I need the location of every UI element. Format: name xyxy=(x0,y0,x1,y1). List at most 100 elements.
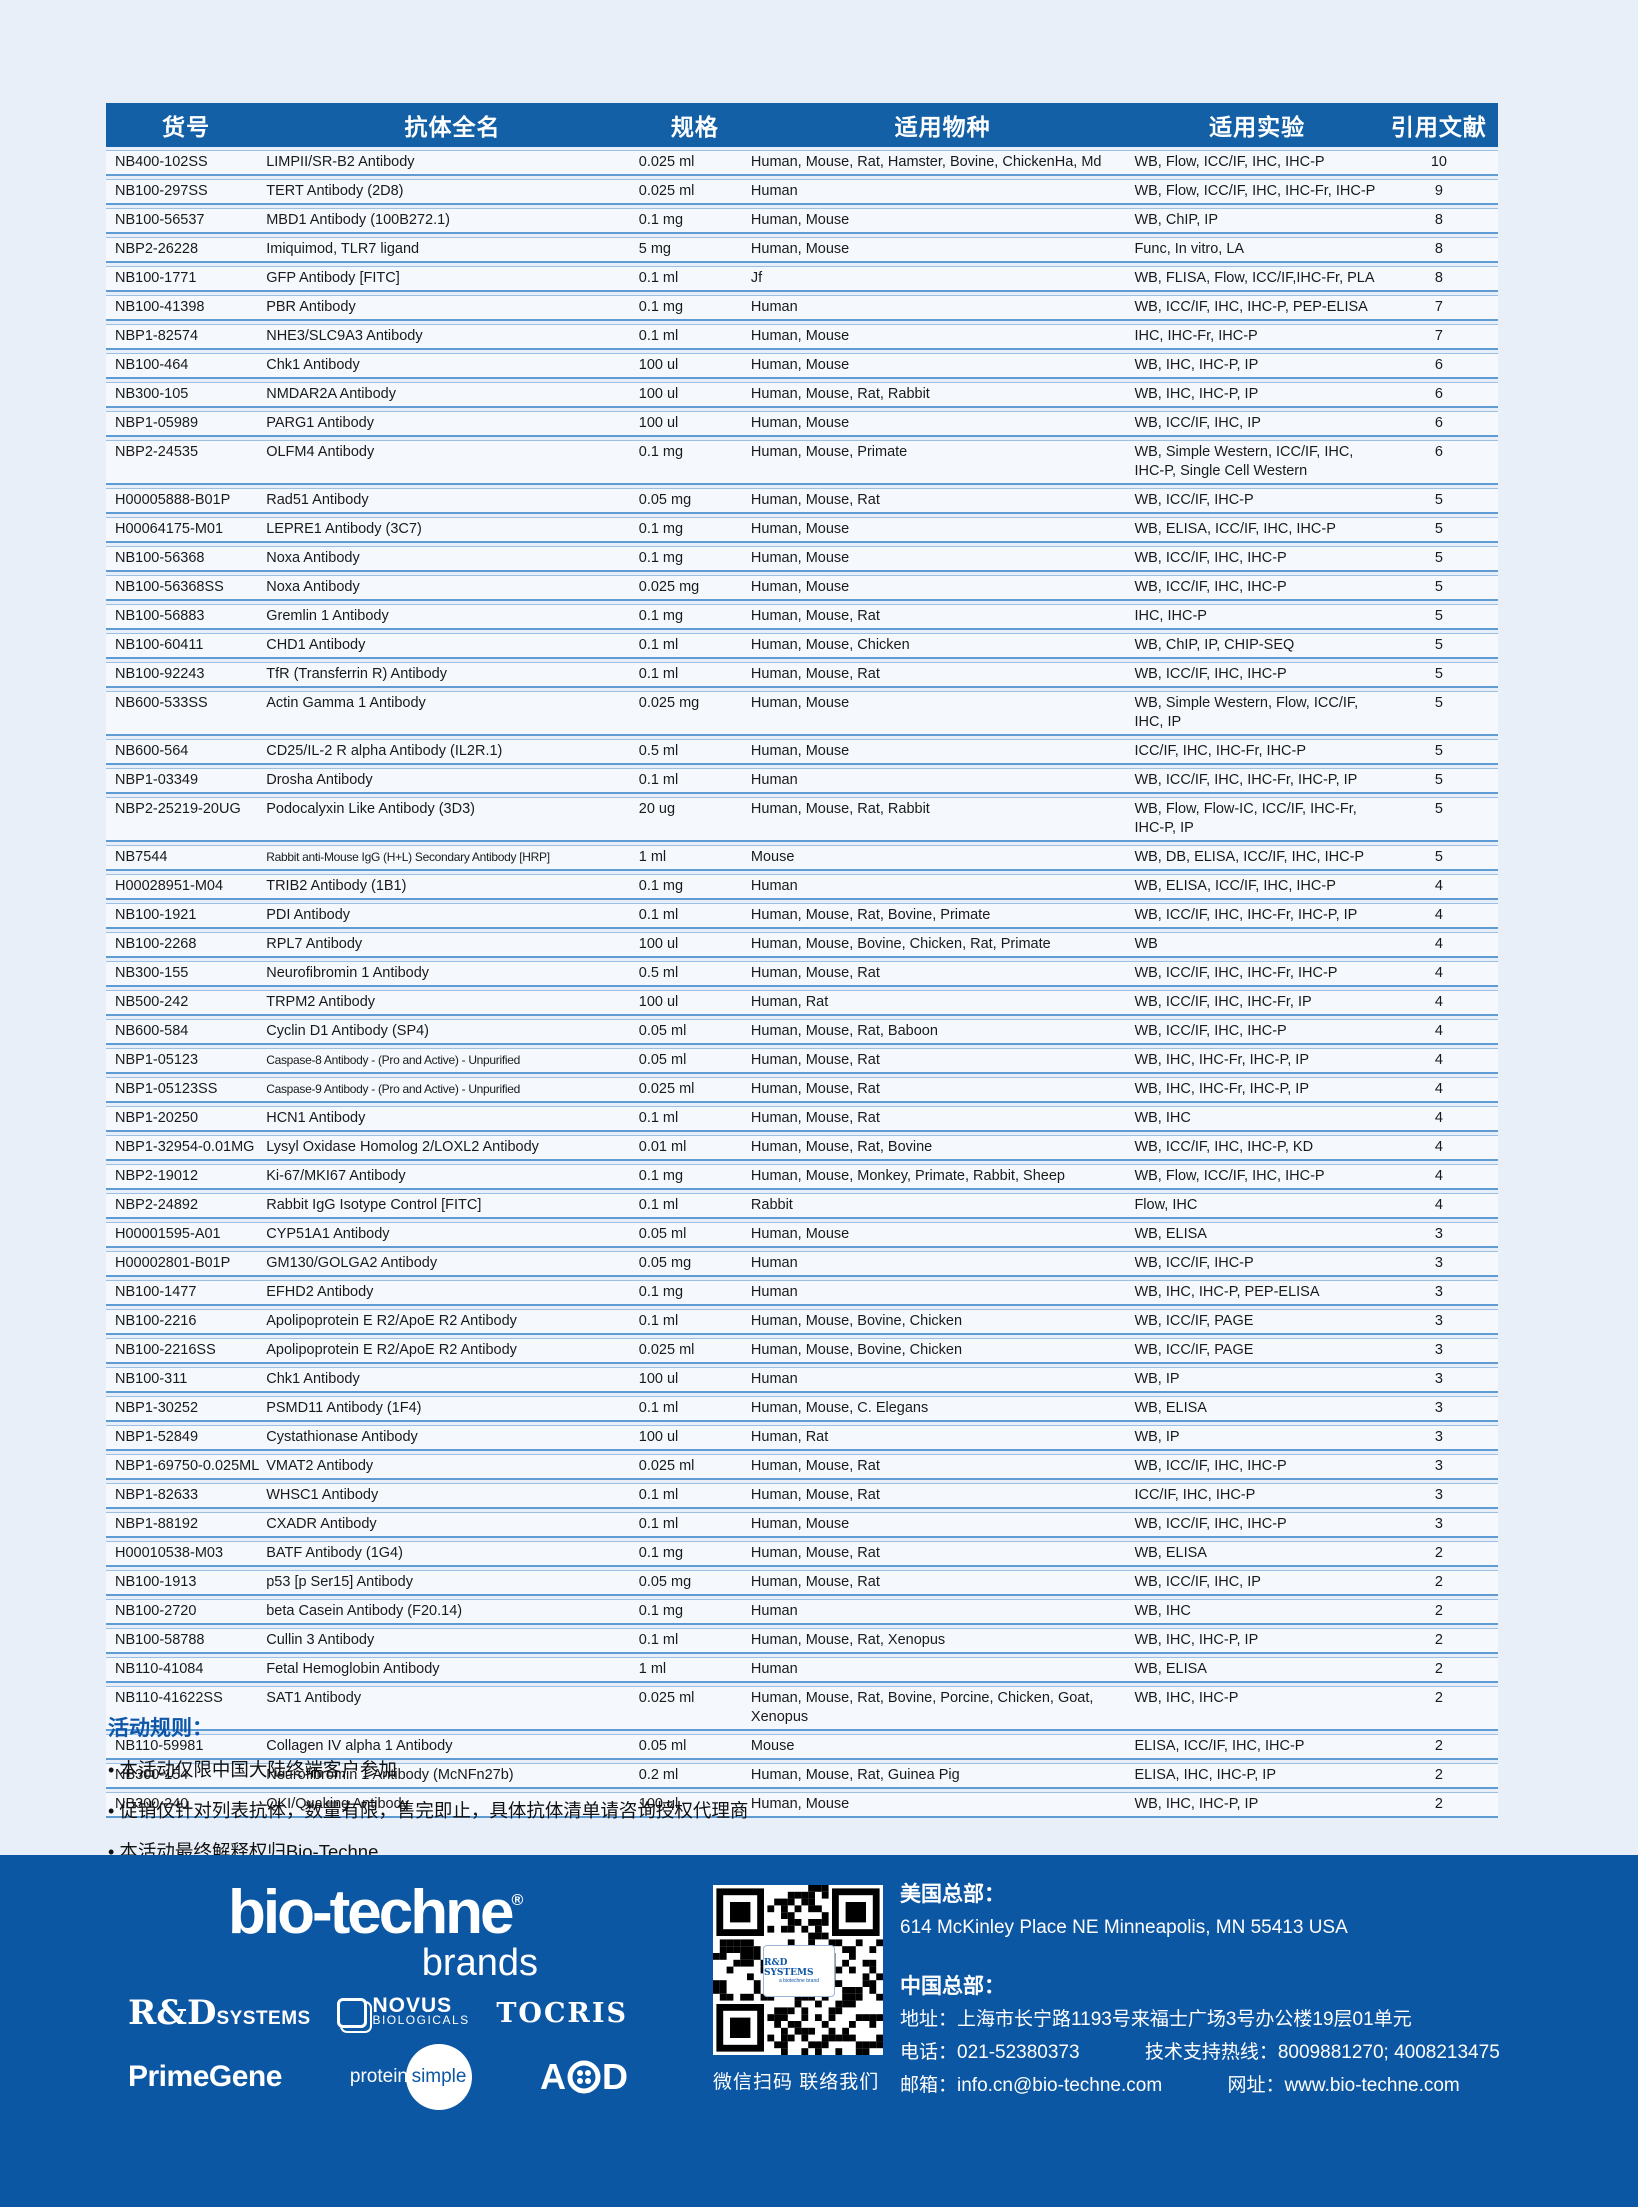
table-row: NB100-1771 GFP Antibody [FITC] 0.1 ml Jf WB,… xyxy=(106,266,1498,292)
cell-species: Human, Mouse, Rat xyxy=(750,488,1135,514)
cell-name: TRIB2 Antibody (1B1) xyxy=(266,874,639,900)
table-row: NBP1-52849 Cystathionase Antibody 100 ul Hu… xyxy=(106,1425,1498,1451)
cell-species: Human, Rat xyxy=(750,1425,1135,1451)
cell-catalog: NB100-58788 xyxy=(106,1628,267,1654)
table-row: NBP1-30252 PSMD11 Antibody (1F4) 0.1 ml Hum… xyxy=(106,1396,1498,1422)
cell-citations: 3 xyxy=(1379,1396,1498,1422)
col-header-apps: 适用实验 xyxy=(1134,103,1380,147)
table-row: NB110-41622SS SAT1 Antibody 0.025 ml Human,… xyxy=(106,1686,1498,1731)
wechat-qr-block: R&D SYSTEMS a biotechne brand 微信扫码 联络我们 xyxy=(713,1885,883,2094)
col-header-name: 抗体全名 xyxy=(266,103,639,147)
cell-species: Human, Mouse xyxy=(750,1222,1135,1248)
cell-citations: 4 xyxy=(1379,1106,1498,1132)
cell-apps: WB, IHC, IHC-P, IP xyxy=(1134,353,1380,379)
registered-mark: ® xyxy=(511,1892,524,1909)
cell-species: Human, Rat xyxy=(750,990,1135,1016)
cell-size: 0.1 ml xyxy=(638,1309,751,1335)
proteinsimple-circle: simple xyxy=(406,2044,473,2110)
cell-apps: WB, ELISA xyxy=(1134,1657,1380,1683)
cell-name: Gremlin 1 Antibody xyxy=(266,604,639,630)
us-headquarters-title: 美国总部： xyxy=(900,1883,1005,1906)
cell-apps: WB, ICC/IF, PAGE xyxy=(1134,1309,1380,1335)
cell-species: Jf xyxy=(750,266,1135,292)
cell-species: Human, Mouse xyxy=(750,411,1135,437)
cell-catalog: NBP2-25219-20UG xyxy=(106,797,267,842)
cell-name: CD25/IL-2 R alpha Antibody (IL2R.1) xyxy=(266,739,639,765)
qr-pattern xyxy=(713,1885,883,2055)
cell-size: 0.1 ml xyxy=(638,1483,751,1509)
cell-citations: 5 xyxy=(1379,488,1498,514)
cell-citations: 5 xyxy=(1379,797,1498,842)
table-row: NB600-533SS Actin Gamma 1 Antibody 0.025 m… xyxy=(106,691,1498,736)
novus-logo-subtext: BIOLOGICALS xyxy=(372,2013,470,2027)
cell-species: Human, Mouse, Rat xyxy=(750,1106,1135,1132)
cell-size: 0.1 mg xyxy=(638,517,751,543)
cell-size: 20 ug xyxy=(638,797,751,842)
cell-name: Rabbit anti-Mouse IgG (H+L) Secondary An… xyxy=(266,845,639,871)
cell-name: PBR Antibody xyxy=(266,295,639,321)
table-row: NB100-2216 Apolipoprotein E R2/ApoE R2 An… xyxy=(106,1309,1498,1335)
qr-center-logo-text: R&D SYSTEMS xyxy=(764,1958,814,1978)
cell-citations: 2 xyxy=(1379,1599,1498,1625)
cell-apps: WB, IHC, IHC-P xyxy=(1134,1686,1380,1731)
antibody-promo-table: 货号 抗体全名 规格 适用物种 适用实验 引用文献 NB400-102SS LIM… xyxy=(106,100,1498,1821)
col-header-citations: 引用文献 xyxy=(1379,103,1498,147)
cell-size: 0.05 ml xyxy=(638,1019,751,1045)
cell-species: Human xyxy=(750,179,1135,205)
cell-size: 0.05 mg xyxy=(638,1570,751,1596)
cell-apps: ICC/IF, IHC, IHC-P xyxy=(1134,1483,1380,1509)
tocris-logo: TOCRIS xyxy=(496,1997,628,2029)
cell-name: CHD1 Antibody xyxy=(266,633,639,659)
cell-name: TERT Antibody (2D8) xyxy=(266,179,639,205)
promo-rules: 活动规则： 本活动仅限中国大陆终端客户参加 促销仅针对列表抗体，数量有限，售完即… xyxy=(108,1712,1408,1881)
cell-apps: WB, Flow, Flow-IC, ICC/IF, IHC-Fr, IHC-P… xyxy=(1134,797,1380,842)
cell-catalog: NBP1-52849 xyxy=(106,1425,267,1451)
table-row: NB500-242 TRPM2 Antibody 100 ul Human, Rat W… xyxy=(106,990,1498,1016)
cell-catalog: NBP1-82633 xyxy=(106,1483,267,1509)
cell-apps: WB, ICC/IF, IHC, IHC-P, KD xyxy=(1134,1135,1380,1161)
cell-species: Human, Mouse, Rat xyxy=(750,961,1135,987)
cell-citations: 2 xyxy=(1379,1734,1498,1760)
cell-species: Human xyxy=(750,768,1135,794)
cell-name: Ki-67/MKI67 Antibody xyxy=(266,1164,639,1190)
cell-citations: 8 xyxy=(1379,208,1498,234)
cell-size: 0.1 ml xyxy=(638,633,751,659)
cell-size: 0.1 ml xyxy=(638,662,751,688)
cell-citations: 2 xyxy=(1379,1541,1498,1567)
cell-apps: WB, Flow, ICC/IF, IHC, IHC-P xyxy=(1134,1164,1380,1190)
cell-size: 100 ul xyxy=(638,1367,751,1393)
cell-citations: 6 xyxy=(1379,382,1498,408)
cell-name: TRPM2 Antibody xyxy=(266,990,639,1016)
cell-catalog: H00005888-B01P xyxy=(106,488,267,514)
cell-species: Human, Mouse, Rat, Baboon xyxy=(750,1019,1135,1045)
cell-size: 0.1 mg xyxy=(638,1164,751,1190)
cell-name: PARG1 Antibody xyxy=(266,411,639,437)
cell-species: Human, Mouse xyxy=(750,517,1135,543)
cell-apps: WB, ICC/IF, IHC, IHC-Fr, IHC-P xyxy=(1134,961,1380,987)
cell-citations: 6 xyxy=(1379,440,1498,485)
cell-citations: 2 xyxy=(1379,1657,1498,1683)
cell-size: 0.1 ml xyxy=(638,266,751,292)
cell-catalog: NB100-41398 xyxy=(106,295,267,321)
cell-apps: WB, ICC/IF, IHC, IHC-P xyxy=(1134,1019,1380,1045)
cell-catalog: NB100-60411 xyxy=(106,633,267,659)
cell-size: 1 ml xyxy=(638,1657,751,1683)
cell-apps: WB, Flow, ICC/IF, IHC, IHC-Fr, IHC-P xyxy=(1134,179,1380,205)
cell-apps: WB, ICC/IF, IHC, IHC-P xyxy=(1134,1512,1380,1538)
cell-size: 0.025 ml xyxy=(638,1338,751,1364)
cell-citations: 3 xyxy=(1379,1512,1498,1538)
cell-apps: WB, ICC/IF, IHC, IHC-Fr, IHC-P, IP xyxy=(1134,903,1380,929)
brand-row-2: PrimeGene protein simple A D xyxy=(128,2044,628,2110)
cell-citations: 4 xyxy=(1379,874,1498,900)
cell-size: 0.1 ml xyxy=(638,1396,751,1422)
cn-phone: 电话：021-52380373 xyxy=(900,2042,1080,2063)
cell-size: 0.025 ml xyxy=(638,179,751,205)
cell-citations: 3 xyxy=(1379,1425,1498,1451)
cell-species: Human, Mouse xyxy=(750,324,1135,350)
cell-size: 0.1 ml xyxy=(638,324,751,350)
cell-apps: WB, IHC xyxy=(1134,1106,1380,1132)
cn-hotline: 技术支持热线：8009881270; 4008213475 xyxy=(1144,2042,1500,2063)
cell-catalog: NB100-56537 xyxy=(106,208,267,234)
cell-size: 100 ul xyxy=(638,932,751,958)
qr-center-logo: R&D SYSTEMS a biotechne brand xyxy=(763,1945,835,1997)
